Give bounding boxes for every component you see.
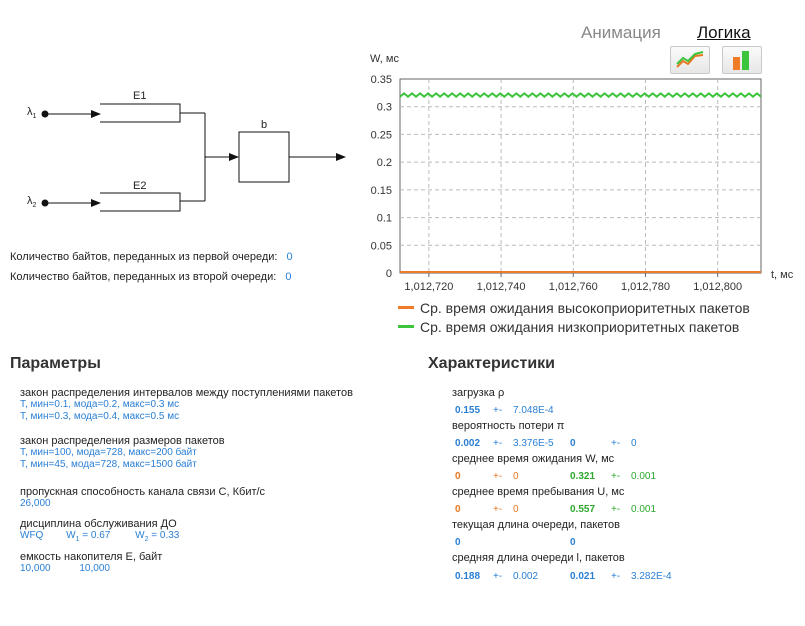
char-avglen-e2: 3.282E-4 bbox=[631, 571, 672, 582]
chart-legend: Ср. время ожидания высокоприоритетных па… bbox=[398, 298, 750, 336]
x-tick-label: 1,012,720 bbox=[404, 281, 453, 293]
char-curlen-label: текущая длина очереди, пакетов bbox=[452, 519, 620, 531]
param-discipline: дисциплина обслуживания ДО WFQ W1 = 0.67… bbox=[20, 518, 179, 546]
counter-queue-2: Количество байтов, переданных из второй … bbox=[10, 271, 291, 283]
char-wait-pm1: +- bbox=[493, 471, 502, 482]
char-stay-pm2: +- bbox=[611, 504, 620, 515]
tab-logic[interactable]: Логика bbox=[697, 23, 751, 43]
weight-2: W2 = 0.33 bbox=[135, 530, 179, 541]
capacity-2: 10,000 bbox=[79, 563, 110, 574]
char-loss-pm1: +- bbox=[493, 438, 502, 449]
queue-2-shape bbox=[100, 193, 180, 211]
char-stay-v2: 0.557 bbox=[570, 504, 595, 515]
char-avglen-v1: 0.188 bbox=[455, 571, 480, 582]
char-wait-label: среднее время ожидания W, мс bbox=[452, 453, 614, 465]
char-stay-v1: 0 bbox=[455, 504, 461, 515]
char-loss-e1: 3.376E-5 bbox=[513, 438, 554, 449]
char-curlen-v2: 0 bbox=[570, 537, 576, 548]
queue-diagram bbox=[20, 95, 360, 225]
param-bandwidth: пропускная способность канала связи C, К… bbox=[20, 486, 265, 510]
legend-item-low: Ср. время ожидания низкоприоритетных пак… bbox=[398, 317, 750, 336]
char-loss-e2: 0 bbox=[631, 438, 637, 449]
char-avglen-pm1: +- bbox=[493, 571, 502, 582]
x-tick-label: 1,012,740 bbox=[477, 281, 526, 293]
y-tick-label: 0.3 bbox=[377, 102, 392, 114]
weight-1: W1 = 0.67 bbox=[66, 530, 110, 541]
y-tick-label: 0.1 bbox=[377, 213, 392, 225]
server-box bbox=[239, 132, 289, 182]
char-wait-v2: 0.321 bbox=[570, 471, 595, 482]
counter-queue-2-value: 0 bbox=[285, 271, 291, 283]
char-avglen-e1: 0.002 bbox=[513, 571, 538, 582]
y-tick-label: 0.2 bbox=[377, 157, 392, 169]
char-wait-pm2: +- bbox=[611, 471, 620, 482]
char-load-pm: +- bbox=[493, 405, 502, 416]
char-load-label: загрузка ρ bbox=[452, 387, 504, 399]
char-load-err: 7.048E-4 bbox=[513, 405, 554, 416]
x-axis-label: t, мс bbox=[771, 269, 794, 281]
char-wait-e1: 0 bbox=[513, 471, 519, 482]
char-avglen-pm2: +- bbox=[611, 571, 620, 582]
char-stay-pm1: +- bbox=[493, 504, 502, 515]
y-tick-label: 0.25 bbox=[371, 129, 392, 141]
y-tick-label: 0 bbox=[386, 268, 392, 280]
char-stay-e1: 0 bbox=[513, 504, 519, 515]
char-loss-label: вероятность потери π bbox=[452, 420, 564, 432]
char-stay-label: среднее время пребывания U, мс bbox=[452, 486, 624, 498]
x-tick-label: 1,012,780 bbox=[621, 281, 670, 293]
y-tick-label: 0.35 bbox=[371, 74, 392, 86]
capacity-1: 10,000 bbox=[20, 563, 51, 574]
server-label: b bbox=[261, 119, 267, 131]
char-stay-e2: 0.001 bbox=[631, 504, 656, 515]
legend-swatch-high bbox=[398, 306, 414, 309]
param-packet-size: закон распределения размеров пакетов T, … bbox=[20, 435, 225, 471]
discipline-name: WFQ bbox=[20, 530, 43, 541]
waiting-time-chart: 0 0.05 0.1 0.15 0.2 0.25 0.3 0.35 1,012,720 1,012… bbox=[340, 50, 805, 340]
param-capacity: емкость накопителя E, байт 10,000 10,000 bbox=[20, 551, 162, 575]
characteristics-title: Характеристики bbox=[428, 355, 555, 373]
y-tick-label: 0.15 bbox=[371, 185, 392, 197]
plot-area bbox=[400, 79, 761, 273]
char-loss-v1: 0.002 bbox=[455, 438, 480, 449]
y-axis-label: W, мс bbox=[370, 53, 399, 65]
tab-animation[interactable]: Анимация bbox=[581, 23, 661, 43]
char-load-value: 0.155 bbox=[455, 405, 480, 416]
counter-queue-1-value: 0 bbox=[287, 251, 293, 263]
char-loss-v2: 0 bbox=[570, 438, 576, 449]
counter-queue-1: Количество байтов, переданных из первой … bbox=[10, 251, 293, 263]
lambda-2-label: λ2 bbox=[27, 195, 36, 209]
param-interarrival: закон распределения интервалов между пос… bbox=[20, 387, 353, 423]
char-avglen-label: средняя длина очереди l, пакетов bbox=[452, 552, 625, 564]
char-wait-v1: 0 bbox=[455, 471, 461, 482]
queue-1-shape bbox=[100, 104, 180, 122]
queue-1-label: E1 bbox=[133, 90, 146, 102]
char-loss-pm2: +- bbox=[611, 438, 620, 449]
lambda-1-label: λ1 bbox=[27, 106, 36, 120]
char-avglen-v2: 0.021 bbox=[570, 571, 595, 582]
x-tick-label: 1,012,760 bbox=[549, 281, 598, 293]
legend-swatch-low bbox=[398, 325, 414, 328]
x-tick-label: 1,012,800 bbox=[693, 281, 742, 293]
queue-2-label: E2 bbox=[133, 180, 146, 192]
char-wait-e2: 0.001 bbox=[631, 471, 656, 482]
legend-item-high: Ср. время ожидания высокоприоритетных па… bbox=[398, 298, 750, 317]
char-curlen-v1: 0 bbox=[455, 537, 461, 548]
y-tick-label: 0.05 bbox=[371, 240, 392, 252]
params-title: Параметры bbox=[10, 355, 101, 373]
